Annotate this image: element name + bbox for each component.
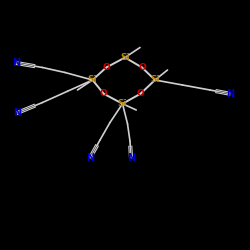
Text: O: O (100, 89, 108, 98)
Text: N: N (12, 58, 20, 68)
Text: Si: Si (120, 53, 130, 62)
Text: Si: Si (88, 76, 97, 84)
Text: O: O (138, 63, 146, 72)
Text: N: N (127, 153, 135, 163)
Text: O: O (102, 63, 110, 72)
Text: N: N (86, 153, 94, 163)
Text: N: N (13, 108, 21, 118)
Text: O: O (136, 89, 144, 98)
Text: Si: Si (118, 99, 127, 108)
Text: N: N (226, 89, 234, 99)
Text: Si: Si (150, 76, 160, 84)
